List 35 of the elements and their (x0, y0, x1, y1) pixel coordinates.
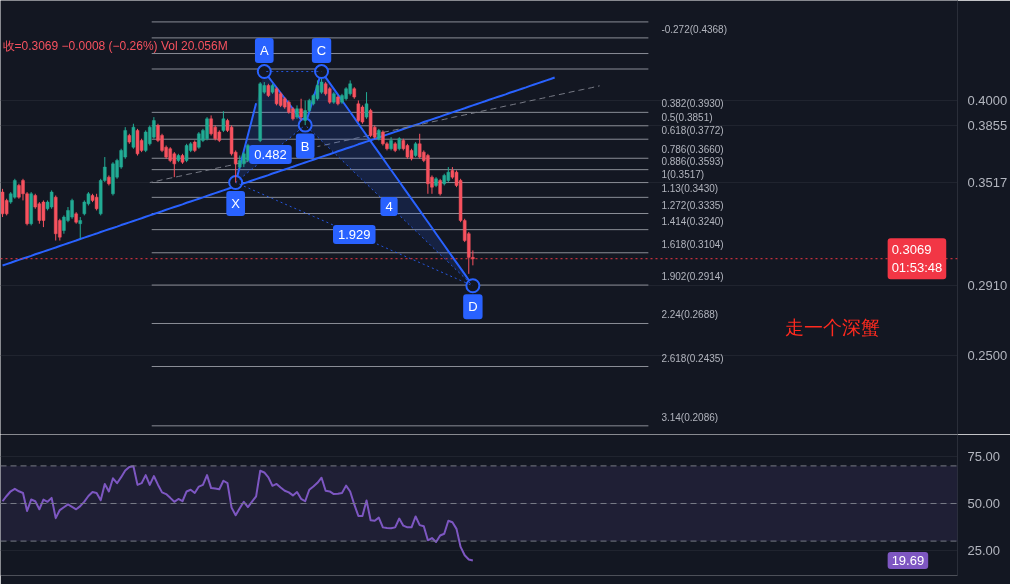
ref-line-label: 2.618(0.2435) (661, 352, 724, 364)
ref-line-label: 0.618(0.3772) (661, 125, 724, 137)
ref-line-label: 0.382(0.3930) (661, 98, 724, 110)
annotation: A (259, 43, 269, 59)
ref-line-label: 2.24(0.2688) (661, 309, 719, 321)
y-tick-label: 75.00 (967, 449, 1001, 464)
annotation: 4 (385, 199, 393, 215)
ref-line-label: 1.618(0.3104) (661, 238, 724, 250)
annotation: D (468, 299, 478, 315)
y-tick-label: 0.2910 (967, 278, 1008, 294)
y-tick-label: 0.3517 (967, 175, 1008, 191)
ref-line-label: 3.14(0.2086) (661, 411, 719, 423)
annotation: 走一个深蟹 (785, 316, 881, 338)
ref-line-label: 0.886(0.3593) (661, 155, 724, 167)
annotation: X (231, 196, 241, 212)
y-tick-label: 0.3855 (967, 117, 1008, 133)
y-tick-label: 50.00 (967, 496, 1001, 511)
y-tick-label: 25.00 (967, 543, 1001, 558)
annotation: 0.482 (254, 147, 287, 163)
annotation: 1.929 (338, 226, 371, 242)
text: 收=0.3069 −0.0008 (−0.26%) Vol 20.056M (2, 38, 228, 53)
y-tick-label: 0.2500 (967, 347, 1008, 363)
ref-line-label: -0.272(0.4368) (661, 23, 727, 35)
annotation: C (316, 43, 327, 59)
ref-line-label: 1.272(0.3335) (661, 199, 724, 211)
ref-line-label: 0.786(0.3660) (661, 144, 724, 156)
ref-line-label: 0.3069 01:53:48 (891, 242, 943, 276)
annotation: B (300, 138, 310, 154)
ref-line-label: 1(0.3517) (661, 168, 705, 180)
ref-line-label: 0.5(0.3851) (661, 111, 713, 123)
ref-line-label: 1.13(0.3430) (661, 183, 719, 195)
ref-line-label: 1.902(0.2914) (661, 271, 724, 283)
ref-line-label: 1.414(0.3240) (661, 215, 724, 227)
y-tick-label: 0.4000 (967, 92, 1008, 108)
annotation: 19.69 (891, 552, 925, 568)
